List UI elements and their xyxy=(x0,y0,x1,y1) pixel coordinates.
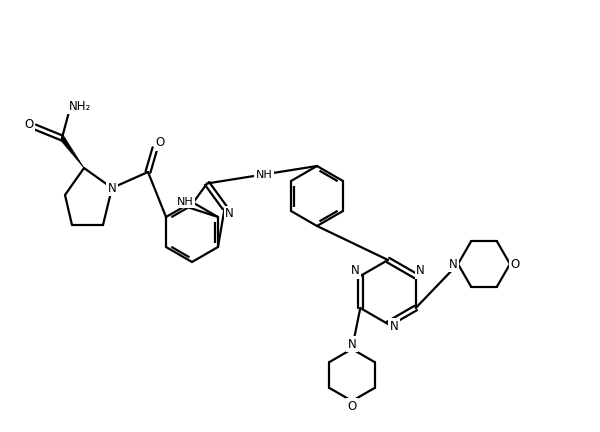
Text: N: N xyxy=(226,207,234,220)
Text: O: O xyxy=(511,257,520,270)
Text: NH: NH xyxy=(256,170,272,180)
Text: O: O xyxy=(155,137,164,149)
Text: N: N xyxy=(389,320,398,333)
Text: NH: NH xyxy=(177,197,194,207)
Text: N: N xyxy=(107,181,116,194)
Text: N: N xyxy=(416,264,425,277)
Text: NH₂: NH₂ xyxy=(69,99,91,112)
Text: N: N xyxy=(351,264,359,277)
Text: O: O xyxy=(25,118,34,131)
Text: N: N xyxy=(347,337,356,350)
Text: O: O xyxy=(347,400,356,413)
Polygon shape xyxy=(60,137,84,168)
Text: N: N xyxy=(449,257,457,270)
